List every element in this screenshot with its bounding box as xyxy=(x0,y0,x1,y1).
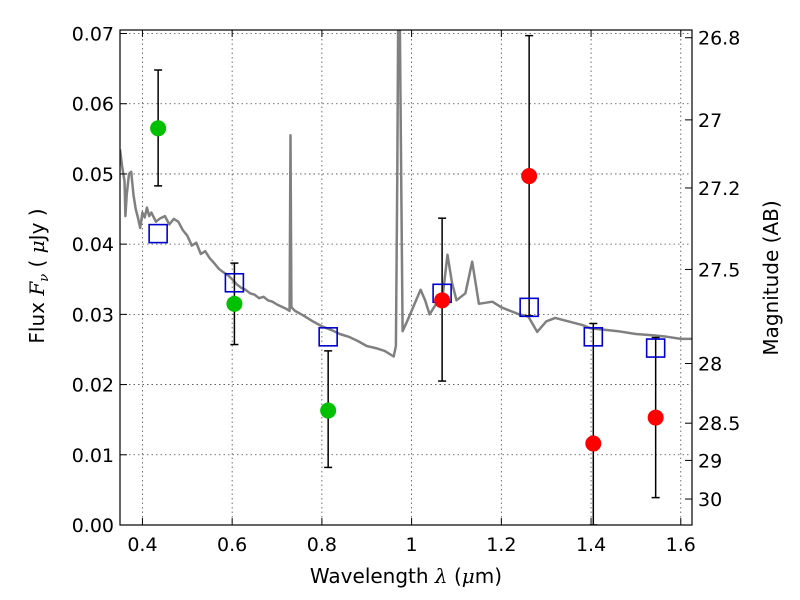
y-tick-label: 0.00 xyxy=(72,515,114,537)
x-tick-label: 1 xyxy=(406,534,418,556)
detection-point xyxy=(150,120,167,137)
y-axis-label-nu: ν xyxy=(37,274,52,282)
right-axis-tick-label: 28.5 xyxy=(698,413,740,435)
x-axis-label: Wavelength λ (μm) xyxy=(310,564,502,588)
x-axis-label-mu: μ xyxy=(462,564,475,588)
right-axis-tick-label: 30 xyxy=(698,489,722,511)
x-tick-label: 1.6 xyxy=(666,534,696,556)
y-axis-label: Flux Fν ( μJy ) xyxy=(25,208,52,343)
y-axis-label-f: F xyxy=(25,281,49,297)
detection-point xyxy=(320,402,337,419)
y-tick-label: 0.04 xyxy=(72,234,114,256)
model-spectrum-line xyxy=(120,30,692,358)
red-point xyxy=(647,409,664,426)
y-tick-label: 0.07 xyxy=(72,24,114,46)
right-axis-tick-label: 28 xyxy=(698,354,722,376)
model-flux-square xyxy=(148,223,168,244)
y-tick-label: 0.02 xyxy=(72,375,114,397)
red-point xyxy=(585,435,602,452)
y-axis-label-unit: Jy ) xyxy=(25,208,49,242)
right-axis-tick-label: 27.5 xyxy=(698,259,740,281)
model-flux-square xyxy=(224,272,245,293)
x-tick-label: 1.2 xyxy=(486,534,516,556)
plot-area xyxy=(120,30,692,525)
right-axis-tick-label: 27 xyxy=(698,110,722,132)
model-flux-square xyxy=(583,327,604,347)
right-axis-tick-label: 29 xyxy=(698,450,722,472)
x-axis-label-unit: ( xyxy=(448,564,462,588)
axes-frame xyxy=(119,29,693,526)
red-point xyxy=(521,168,538,185)
model-flux-square xyxy=(318,327,338,347)
x-tick-label: 0.6 xyxy=(217,534,247,556)
axis-ticks: 0.4 0.6 0.8 1 1.2 1.4 1.6 0.00 0.01 0.02 0.03 0.04 0… xyxy=(72,24,741,556)
x-axis-label-unit-end: m) xyxy=(475,564,502,588)
x-tick-label: 0.8 xyxy=(307,534,337,556)
right-axis-tick-label: 27.2 xyxy=(698,178,740,200)
x-tick-label: 0.4 xyxy=(127,534,157,556)
model-flux-square xyxy=(645,338,666,358)
right-axis-label: Magnitude (AB) xyxy=(759,200,783,355)
right-axis-tick-label: 26.8 xyxy=(698,28,740,50)
y-tick-label: 0.03 xyxy=(72,304,114,326)
x-tick-label: 1.4 xyxy=(576,534,606,556)
plot-series xyxy=(120,30,692,525)
y-axis-label-paren: ( xyxy=(25,253,49,274)
y-axis-label-text: Flux xyxy=(25,296,49,344)
model-flux-square xyxy=(519,297,539,318)
x-axis-label-text: Wavelength xyxy=(310,564,435,588)
y-tick-label: 0.05 xyxy=(72,164,114,186)
x-axis-label-lambda: λ xyxy=(434,564,448,588)
red-point xyxy=(434,292,451,309)
y-tick-label: 0.06 xyxy=(72,94,114,116)
y-axis-label-mu: μ xyxy=(25,240,49,253)
detection-point xyxy=(226,295,243,312)
y-tick-label: 0.01 xyxy=(72,445,114,467)
grid-lines xyxy=(120,30,692,526)
